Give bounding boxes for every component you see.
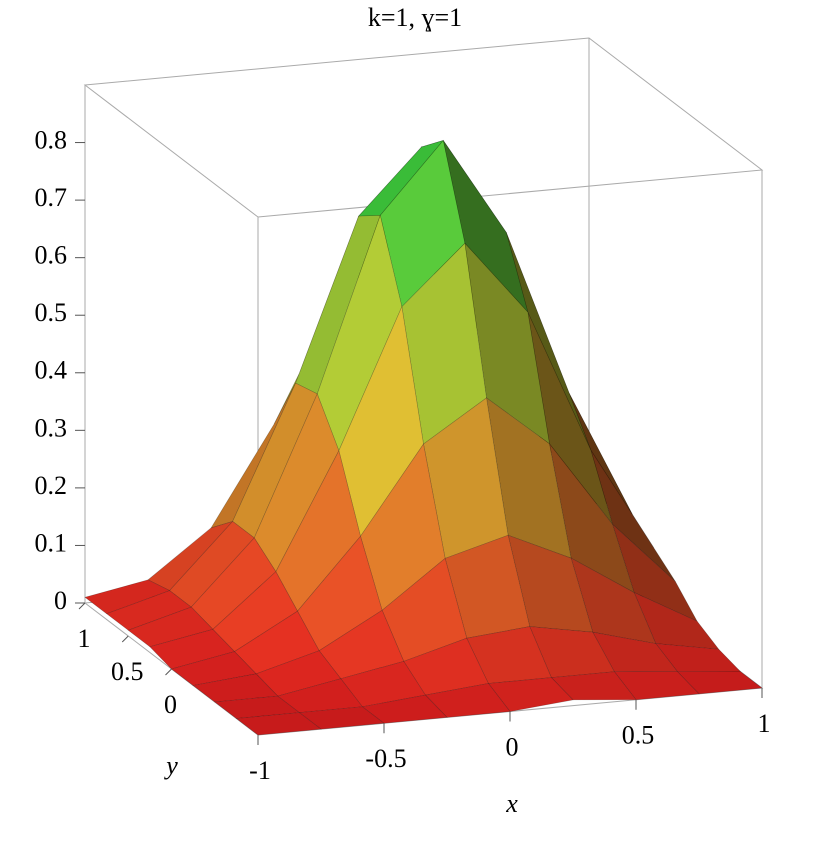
surface-patch [170, 651, 257, 686]
z-tick-label: 0.1 [35, 528, 68, 557]
x-tick-label: 1 [758, 709, 771, 738]
surface-patch [444, 534, 531, 639]
surface-patch [487, 677, 574, 712]
surface-patch [192, 673, 279, 703]
z-tick-label: 0.4 [35, 356, 68, 385]
z-tick-label: 0 [54, 586, 67, 615]
x-tick-label: 0.5 [622, 721, 655, 750]
x-axis-label: x [505, 789, 518, 818]
z-tick-label: 0.3 [35, 413, 68, 442]
surface-patch [297, 535, 383, 652]
surface-patch [318, 609, 405, 680]
surface-patch [403, 637, 489, 696]
surface-patch [361, 694, 448, 724]
z-tick-label: 0.2 [35, 471, 68, 500]
y-tick-label: 0.5 [111, 657, 144, 686]
surface-patch [255, 650, 342, 697]
y-tick-label: 0 [164, 690, 177, 719]
surface-patch [275, 449, 361, 612]
surface-patch [277, 678, 363, 713]
surface-patch [213, 695, 301, 719]
surface-patch [298, 706, 385, 730]
y-tick [121, 635, 129, 643]
surface-patch [106, 590, 192, 631]
surface [84, 139, 763, 736]
surface-patch [424, 683, 511, 718]
surface-patch [235, 712, 322, 736]
surface-patch [423, 397, 509, 559]
y-tick [78, 602, 86, 610]
surface-patch [464, 242, 550, 445]
surface-patch [486, 397, 572, 559]
y-tick-label: 1 [78, 624, 91, 653]
z-tick-label: 0.5 [35, 298, 68, 327]
surface-patch [466, 626, 552, 684]
x-tick-label: -0.5 [365, 744, 406, 773]
x-tick-label: -1 [249, 756, 271, 785]
surface-patch [84, 579, 171, 615]
surface-patch [338, 305, 424, 537]
y-tick [165, 668, 172, 676]
x-tick-label: 0 [506, 732, 519, 761]
surface-patch [360, 443, 446, 611]
z-tick-label: 0.8 [35, 126, 68, 155]
surface-patch [442, 140, 529, 313]
surface-patch [210, 383, 296, 529]
surface-patch [127, 606, 214, 648]
z-tick-label: 0.7 [35, 183, 68, 212]
chart-title: k=1, ɣ=1 [368, 3, 462, 32]
surface-patch [381, 557, 468, 662]
z-tick-label: 0.6 [35, 241, 68, 270]
surface-patch [340, 661, 426, 708]
surface-patch [149, 629, 236, 670]
y-axis-label: y [163, 751, 178, 780]
